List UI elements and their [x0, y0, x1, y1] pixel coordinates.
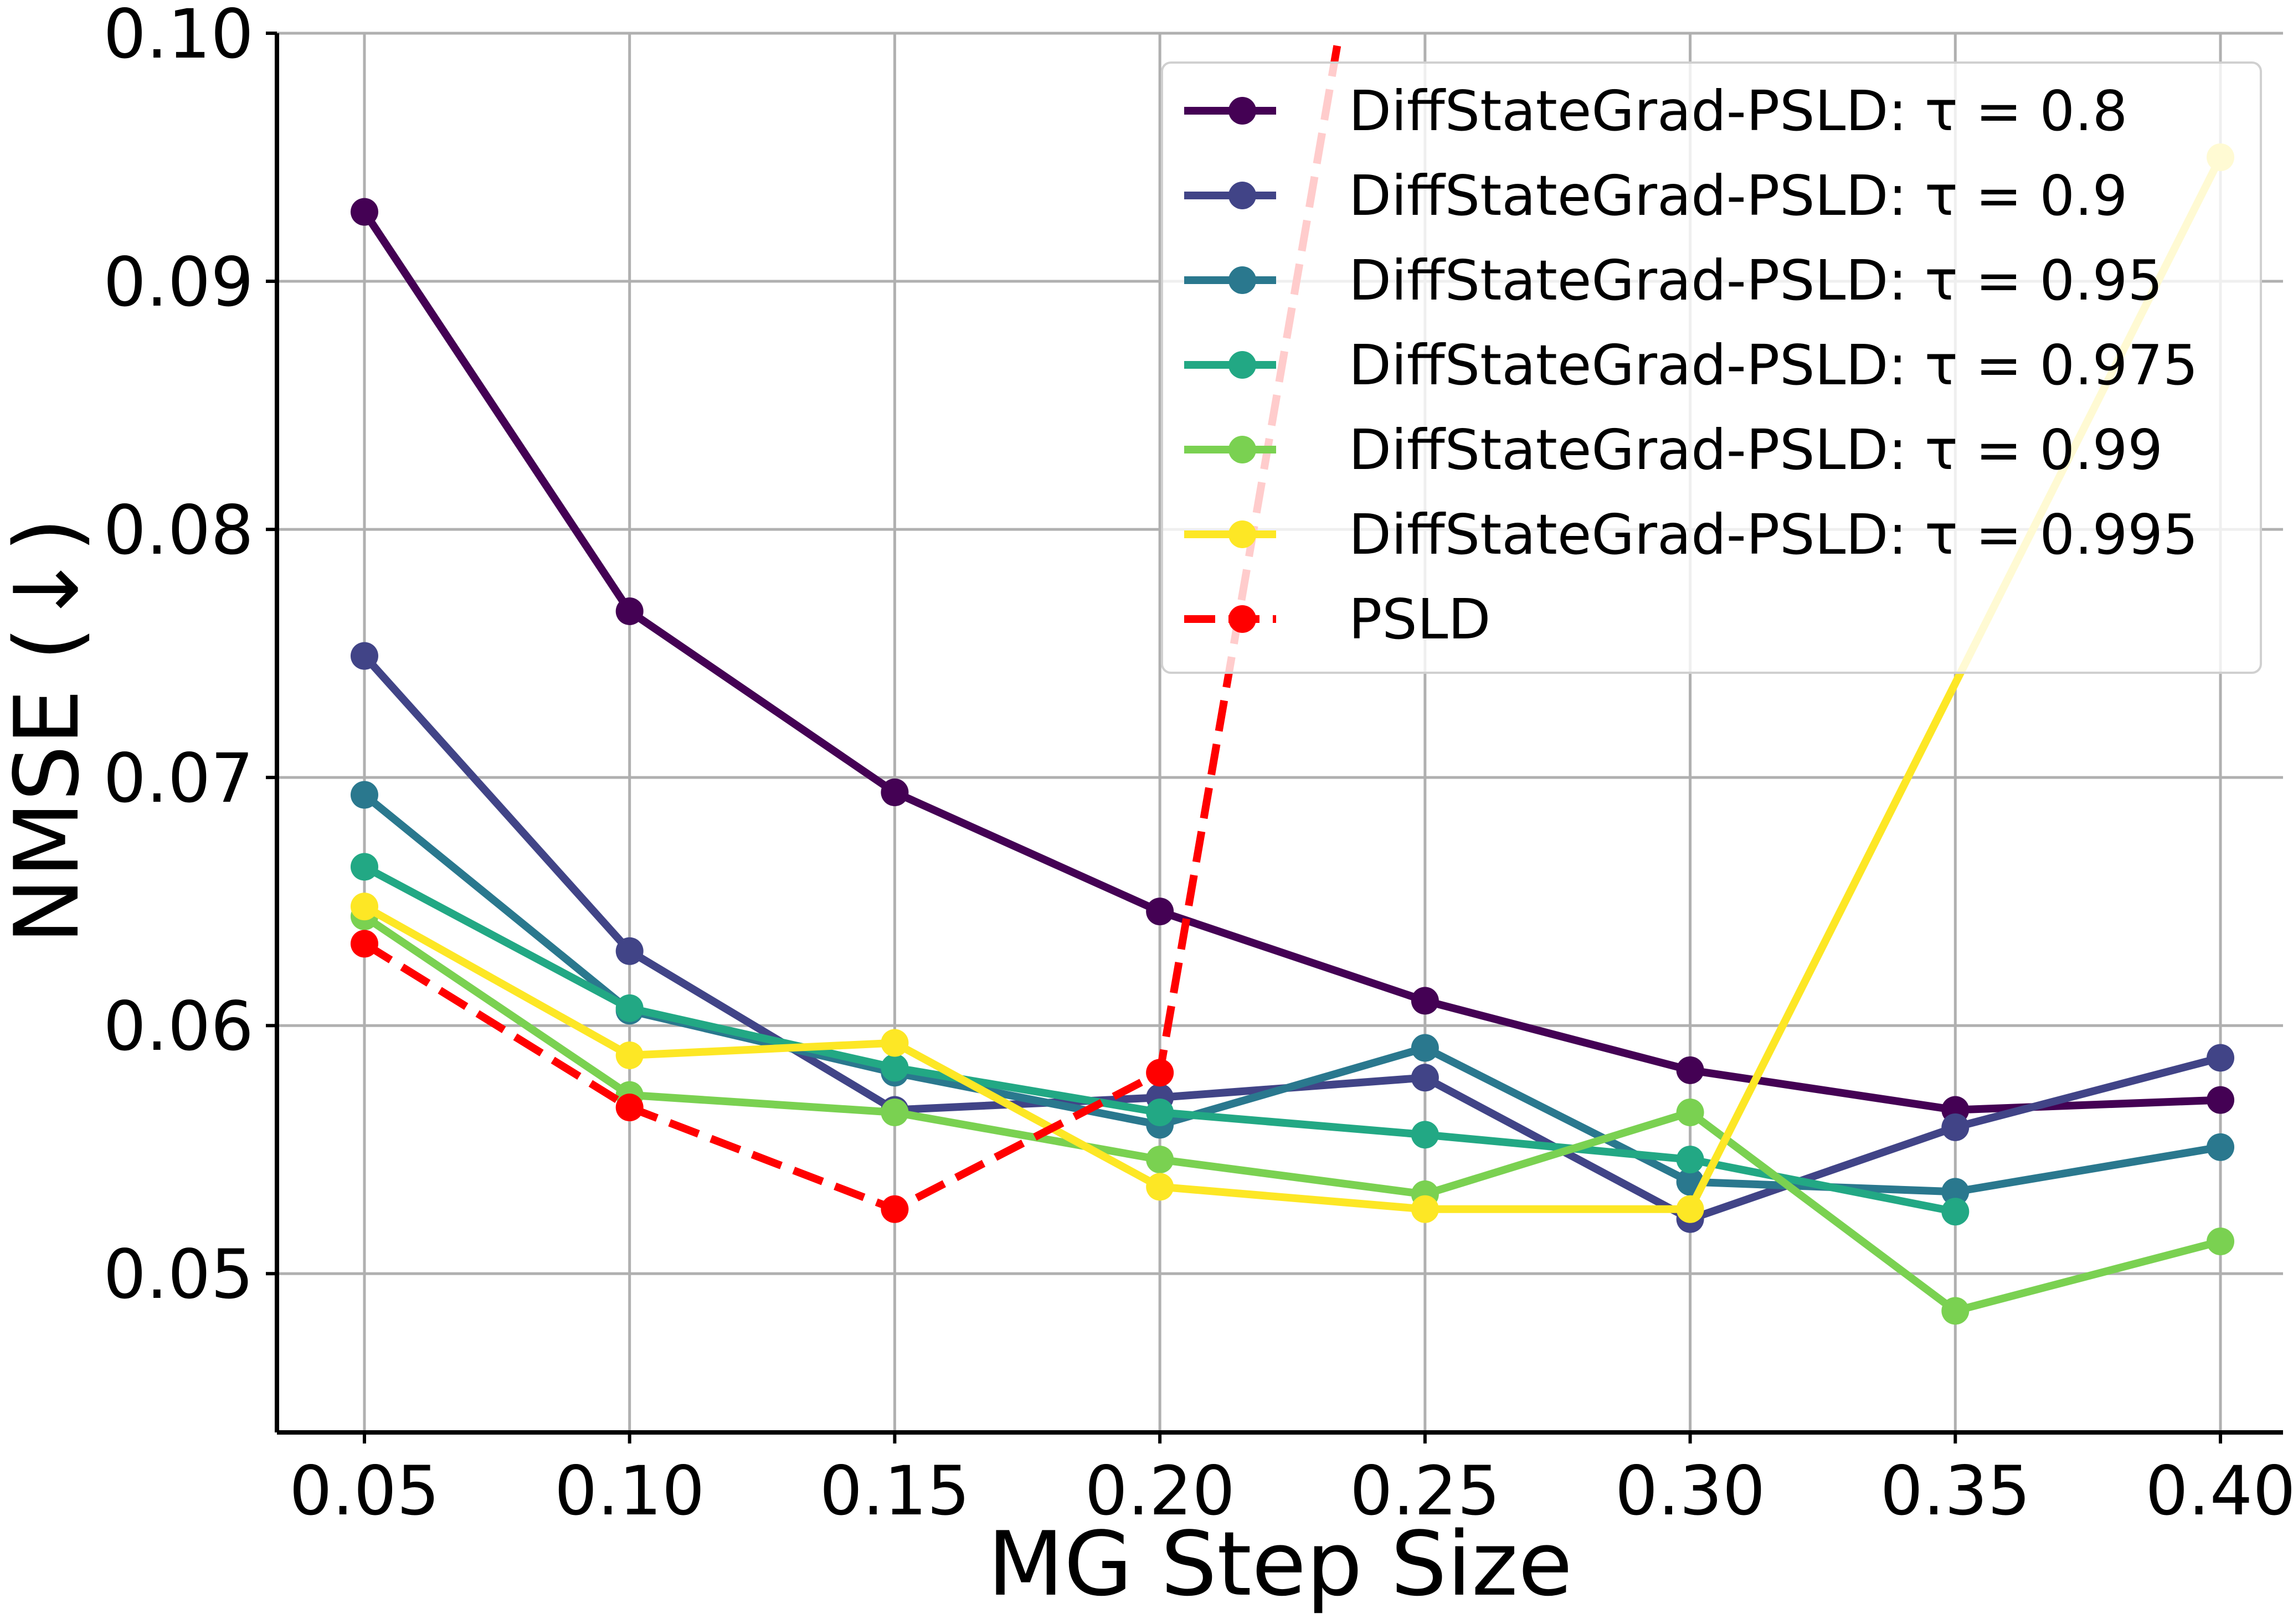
series-3 — [350, 853, 1970, 1226]
data-point — [1941, 1198, 1970, 1226]
y-tick-label: 0.05 — [103, 1235, 254, 1314]
y-tick-label: 0.06 — [103, 987, 254, 1066]
y-tick-label: 0.08 — [103, 491, 254, 570]
data-point — [1146, 1059, 1174, 1087]
data-point — [1411, 1121, 1439, 1149]
legend-swatch-marker — [1228, 97, 1256, 125]
ticks: 0.05 0.10 0.15 0.20 0.25 0.30 0.35 0.40 0.05 0.06… — [103, 0, 2293, 1530]
x-axis-label: MG Step Size — [988, 1512, 1572, 1616]
data-point — [350, 893, 378, 921]
legend-label: DiffStateGrad-PSLD: τ = 0.995 — [1349, 502, 2198, 567]
data-point — [1146, 1146, 1174, 1174]
data-point — [1676, 1099, 1704, 1127]
y-tick-label: 0.10 — [103, 0, 254, 74]
data-point — [2207, 1044, 2235, 1072]
x-tick-label: 0.15 — [820, 1452, 970, 1530]
data-point — [615, 937, 644, 965]
series-line — [361, 209, 2221, 1114]
data-point — [1411, 987, 1439, 1015]
y-tick-label: 0.07 — [103, 739, 254, 818]
data-point — [1146, 898, 1174, 926]
data-point — [2207, 1086, 2235, 1114]
legend-swatch-marker — [1228, 351, 1256, 379]
legend-swatch-marker — [1228, 182, 1256, 209]
x-tick-label: 0.40 — [2145, 1452, 2293, 1530]
data-point — [1941, 1297, 1970, 1325]
data-point — [1941, 1178, 1970, 1206]
data-point — [881, 1195, 909, 1223]
data-point — [1676, 1056, 1704, 1084]
legend-label: DiffStateGrad-PSLD: τ = 0.99 — [1349, 417, 2163, 482]
x-tick-label: 0.05 — [289, 1452, 440, 1530]
data-point — [1411, 1195, 1439, 1223]
legend-label: DiffStateGrad-PSLD: τ = 0.975 — [1349, 333, 2198, 398]
series-line — [362, 913, 2222, 1315]
legend-swatch-marker — [1228, 436, 1256, 463]
data-point — [350, 198, 378, 226]
legend: DiffStateGrad-PSLD: τ = 0.8 DiffStateGrad… — [1161, 61, 2262, 674]
x-tick-label: 0.30 — [1615, 1452, 1766, 1530]
legend-label: DiffStateGrad-PSLD: τ = 0.95 — [1349, 248, 2163, 313]
data-point — [615, 994, 644, 1022]
data-point — [1146, 1099, 1174, 1127]
y-tick-label: 0.09 — [103, 243, 254, 322]
data-point — [350, 781, 378, 809]
data-point — [1146, 1173, 1174, 1201]
data-point — [881, 1099, 909, 1127]
data-point — [2207, 1133, 2235, 1161]
data-point — [350, 642, 378, 670]
data-point — [1411, 1034, 1439, 1062]
data-point — [1411, 1064, 1439, 1092]
series-layer — [350, 33, 2235, 1325]
x-tick-label: 0.35 — [1880, 1452, 2030, 1530]
legend-swatch-marker — [1228, 605, 1256, 633]
data-point — [881, 779, 909, 807]
data-point — [615, 597, 644, 625]
legend-label: DiffStateGrad-PSLD: τ = 0.8 — [1349, 79, 2127, 143]
series-6 — [350, 33, 1344, 1223]
legend-label: DiffStateGrad-PSLD: τ = 0.9 — [1349, 163, 2127, 228]
data-point — [350, 930, 378, 958]
data-point — [1941, 1113, 1970, 1141]
data-point — [350, 853, 378, 881]
x-tick-label: 0.20 — [1084, 1452, 1235, 1530]
data-point — [881, 1054, 909, 1082]
y-axis-label: NMSE (↓) — [0, 518, 99, 944]
data-point — [615, 1094, 644, 1122]
data-point — [2207, 1228, 2235, 1256]
data-point — [1676, 1146, 1704, 1174]
axes — [275, 33, 2283, 1435]
x-tick-label: 0.10 — [554, 1452, 705, 1530]
legend-label: PSLD — [1349, 587, 1491, 652]
legend-swatch-marker — [1228, 520, 1256, 548]
series-0 — [350, 198, 2235, 1124]
data-point — [615, 1041, 644, 1069]
data-point — [881, 1029, 909, 1057]
legend-box — [1161, 61, 2262, 674]
x-tick-label: 0.25 — [1350, 1452, 1500, 1530]
data-point — [1676, 1195, 1704, 1223]
legend-swatch-marker — [1228, 266, 1256, 294]
